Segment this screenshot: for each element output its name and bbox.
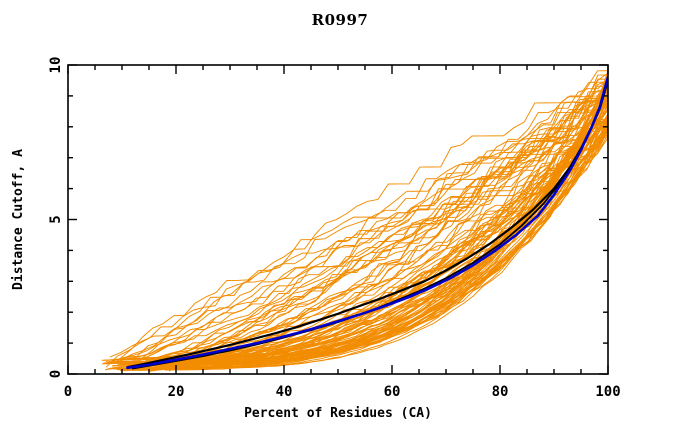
prediction-curve (164, 115, 608, 359)
prediction-curve (106, 89, 608, 365)
y-tick-label: 5 (48, 215, 64, 223)
x-tick-label: 0 (64, 384, 72, 400)
prediction-curve (126, 70, 608, 369)
x-tick-label: 40 (276, 384, 293, 400)
prediction-curve (163, 89, 608, 364)
prediction-curve (156, 91, 608, 360)
prediction-curve (159, 73, 608, 361)
axis-labels-layer: 0 20 40 60 80 100 0 5 10 Percent of Residues (CA)… (11, 57, 621, 421)
prediction-curve (138, 119, 608, 359)
axes-layer (67, 64, 609, 375)
prediction-curve (118, 72, 608, 368)
prediction-curve (128, 118, 608, 369)
x-tick-label: 100 (595, 384, 620, 400)
prediction-curve (126, 128, 608, 363)
chart-title: R0997 (311, 11, 369, 29)
prediction-curve (105, 120, 608, 368)
y-axis-title: Distance Cutoff, A (11, 149, 26, 290)
prediction-curve (144, 78, 608, 359)
prediction-curve (133, 88, 608, 370)
prediction-curve (165, 83, 608, 361)
x-tick-label: 80 (492, 384, 509, 400)
prediction-curve (148, 77, 608, 370)
reference-curves-layer (126, 76, 608, 370)
y-tick-label: 10 (48, 57, 64, 74)
prediction-curves-layer (101, 70, 608, 372)
prediction-curve (110, 85, 608, 364)
x-axis-title: Percent of Residues (CA) (244, 406, 432, 421)
prediction-curve (107, 82, 608, 361)
prediction-curve (119, 119, 608, 364)
x-tick-label: 60 (384, 384, 401, 400)
prediction-curve (126, 119, 608, 365)
x-tick-label: 20 (168, 384, 185, 400)
reference-curve-reference-blue (126, 76, 608, 370)
y-tick-label: 0 (48, 370, 64, 378)
prediction-curve (127, 91, 608, 367)
